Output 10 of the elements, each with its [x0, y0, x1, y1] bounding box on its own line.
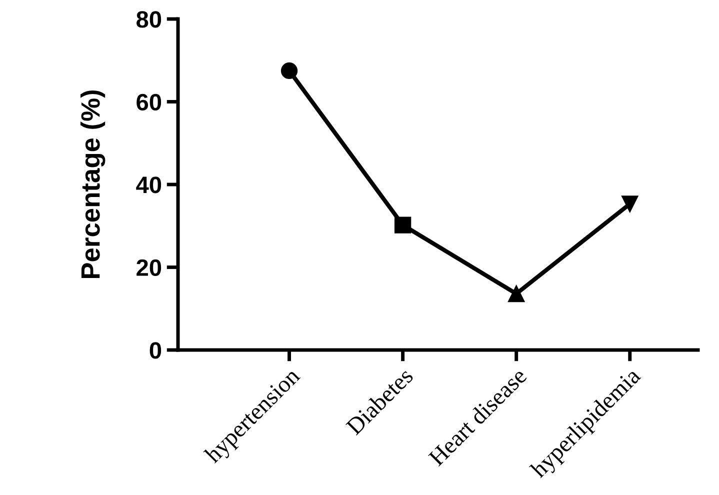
point [622, 196, 638, 212]
y-tick-label: 0 [150, 342, 162, 359]
y-tick-label: 40 [136, 176, 162, 194]
point [394, 216, 412, 234]
y-axis-title: Percentage (%) [80, 90, 106, 278]
point [508, 285, 525, 302]
y-tick-label: 60 [136, 94, 162, 111]
point [280, 62, 298, 80]
y-tick-label: 80 [136, 11, 162, 28]
y-tick-label: 20 [136, 259, 162, 276]
